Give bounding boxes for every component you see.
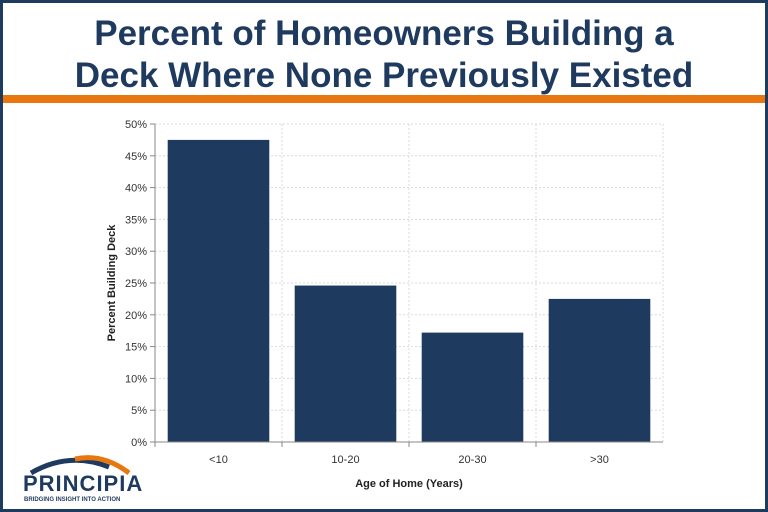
- y-tick-label: 15%: [125, 342, 147, 354]
- slide-title: Percent of Homeowners Building a Deck Wh…: [3, 13, 765, 97]
- principia-logo: PRINCIPIA BRIDGING INSIGHT INTO ACTION: [17, 451, 157, 505]
- logo-wordmark: PRINCIPIA: [23, 471, 144, 496]
- x-tick-label: 10-20: [331, 454, 359, 466]
- bar: [294, 285, 397, 442]
- x-tick-label: <10: [209, 454, 228, 466]
- x-axis-title: Age of Home (Years): [355, 478, 463, 490]
- title-line-2: Deck Where None Previously Existed: [74, 56, 694, 95]
- y-tick-label: 0%: [131, 437, 147, 449]
- x-tick-label: >30: [590, 454, 609, 466]
- y-tick-label: 25%: [125, 278, 147, 290]
- y-tick-label: 35%: [125, 214, 147, 226]
- bar-layer: [167, 139, 651, 442]
- axis-layer: 0% 5% 10% 15% 20% 25% 30% 35% 40% 45% 50% <10 10-20 2…: [125, 119, 663, 466]
- y-tick-label: 10%: [125, 373, 147, 385]
- title-line-1: Percent of Homeowners Building a: [94, 14, 674, 53]
- logo-tagline: BRIDGING INSIGHT INTO ACTION: [24, 497, 121, 503]
- x-tick-label: 20-30: [458, 454, 486, 466]
- title-divider: [3, 95, 765, 103]
- y-axis-title: Percent Building Deck: [106, 224, 118, 342]
- logo-arc-icon: [29, 455, 131, 476]
- y-tick-label: 40%: [125, 183, 147, 195]
- y-tick-label: 45%: [125, 151, 147, 163]
- bar-chart: 0% 5% 10% 15% 20% 25% 30% 35% 40% 45% 50% <10 10-20 2…: [106, 119, 664, 490]
- y-tick-label: 50%: [125, 119, 147, 131]
- bar: [167, 139, 270, 442]
- bar: [548, 298, 651, 442]
- y-tick-label: 5%: [131, 405, 147, 417]
- y-tick-label: 30%: [125, 246, 147, 258]
- y-tick-label: 20%: [125, 310, 147, 322]
- bar: [421, 332, 524, 442]
